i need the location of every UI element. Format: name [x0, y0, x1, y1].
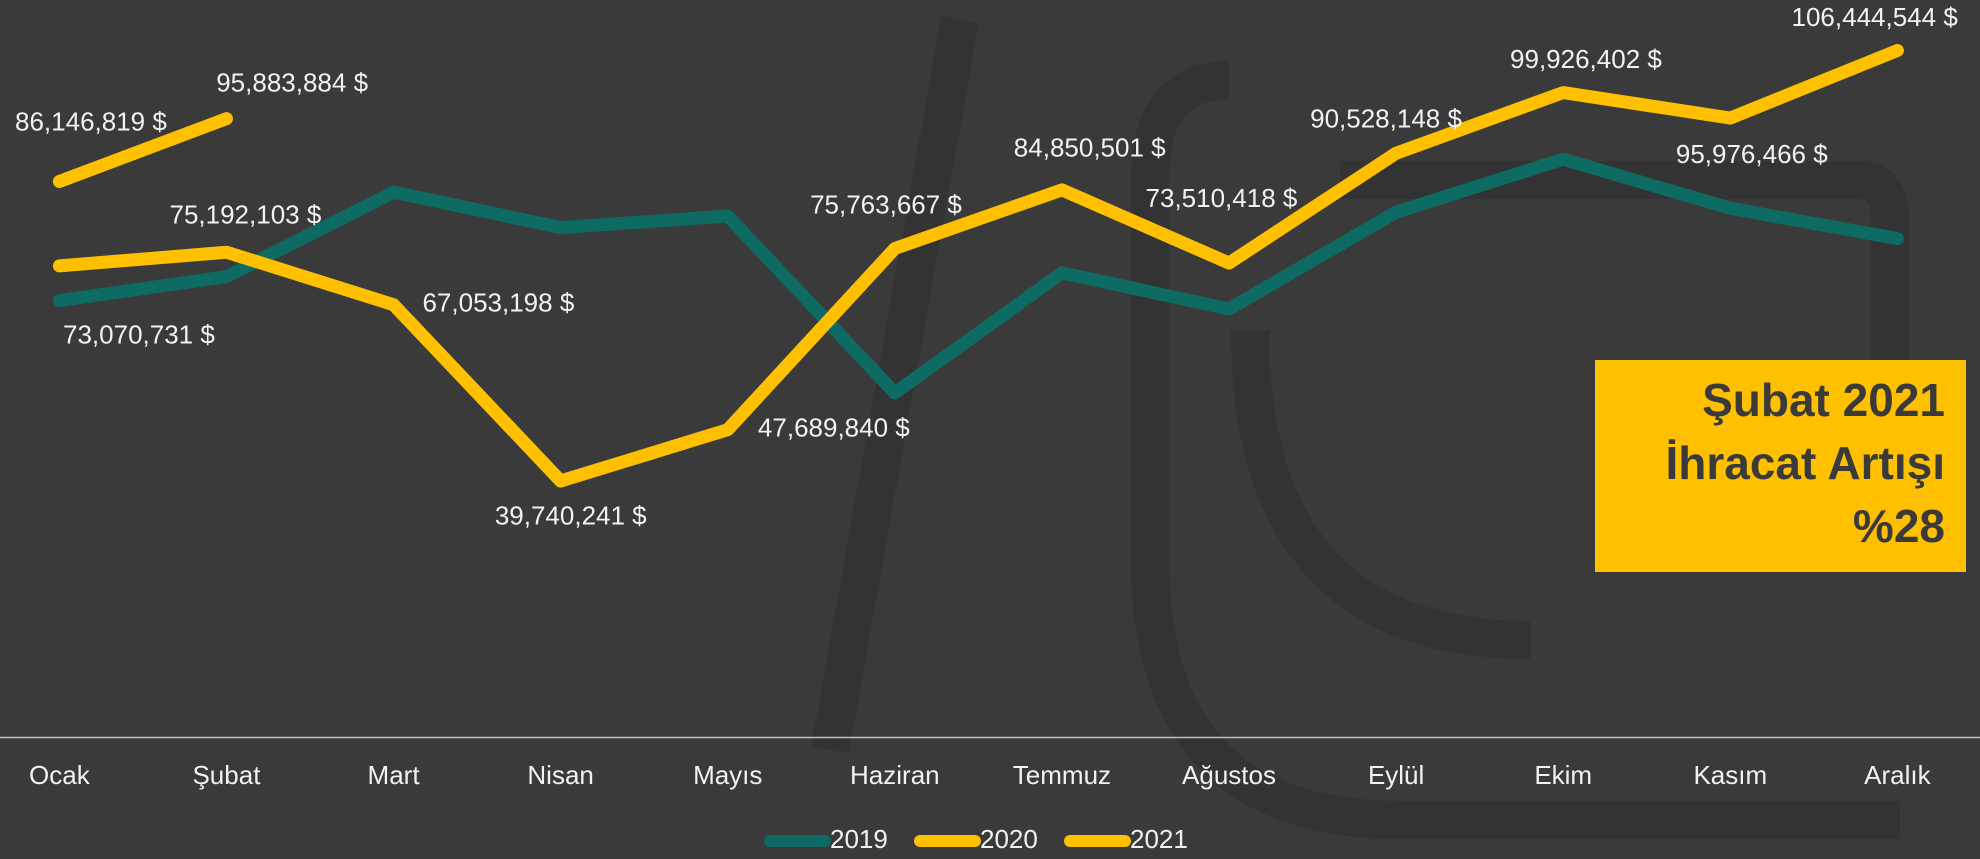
data-label: 90,528,148 $	[1310, 103, 1462, 133]
data-label: 75,192,103 $	[169, 200, 321, 230]
legend-label: 2019	[830, 824, 888, 854]
data-label: 86,146,819 $	[15, 106, 167, 136]
x-tick-label: Kasım	[1693, 760, 1767, 790]
x-tick-label: Aralık	[1864, 760, 1931, 790]
data-label: 99,926,402 $	[1510, 44, 1662, 74]
data-label: 84,850,501 $	[1014, 132, 1166, 162]
x-tick-label: Ocak	[29, 760, 91, 790]
x-tick-label: Temmuz	[1013, 760, 1111, 790]
x-tick-label: Ağustos	[1182, 760, 1276, 790]
annotation-line: Şubat 2021	[1702, 374, 1945, 426]
data-label: 106,444,544 $	[1792, 2, 1959, 32]
data-label: 95,976,466 $	[1676, 139, 1828, 169]
data-label: 47,689,840 $	[758, 413, 910, 443]
x-tick-label: Mayıs	[693, 760, 762, 790]
data-label: 75,763,667 $	[810, 190, 962, 220]
data-label: 95,883,884 $	[216, 67, 368, 97]
x-tick-label: Şubat	[192, 760, 261, 790]
x-tick-label: Mart	[368, 760, 421, 790]
x-tick-label: Haziran	[850, 760, 940, 790]
annotation-line: İhracat Artışı	[1665, 437, 1945, 489]
data-label: 67,053,198 $	[422, 288, 574, 318]
legend-label: 2021	[1130, 824, 1188, 854]
annotation-line: %28	[1853, 500, 1945, 552]
x-tick-label: Nisan	[527, 760, 593, 790]
data-label: 73,510,418 $	[1146, 183, 1298, 213]
data-label: 73,070,731 $	[63, 320, 215, 350]
x-tick-label: Eylül	[1368, 760, 1424, 790]
data-label: 39,740,241 $	[495, 501, 647, 531]
legend-label: 2020	[980, 824, 1038, 854]
chart: Şubat 2021 İhracat Artışı %28 Ocak Şubat M…	[0, 0, 1980, 859]
x-tick-label: Ekim	[1534, 760, 1592, 790]
